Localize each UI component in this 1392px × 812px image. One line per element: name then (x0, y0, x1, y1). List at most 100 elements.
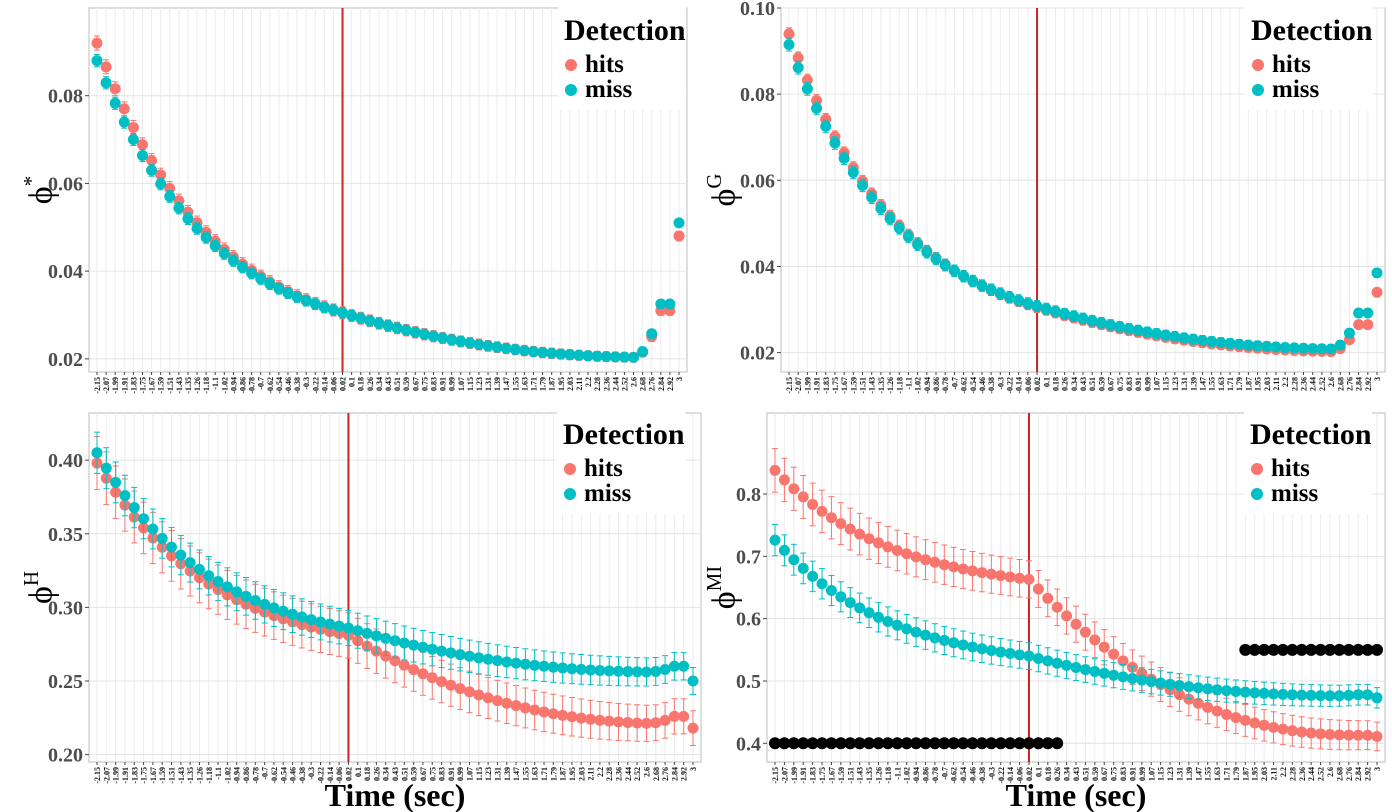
x-tick-label: -0.78 (251, 767, 260, 784)
data-point-miss (1108, 669, 1120, 681)
data-point-hits (1277, 723, 1289, 735)
data-point-miss (400, 324, 412, 336)
data-point-miss (769, 534, 781, 546)
x-tick-label: 0.26 (366, 377, 375, 391)
x-tick-label: 2.36 (1298, 767, 1307, 781)
significance-marker (1267, 643, 1280, 656)
x-tick-label: 2.52 (620, 377, 629, 391)
x-tick-label: 0.18 (1044, 767, 1053, 781)
data-point-hits (1296, 726, 1308, 738)
significance-marker (797, 737, 810, 750)
data-point-miss (373, 317, 385, 329)
x-tick-label: -0.7 (950, 377, 959, 390)
data-point-miss (1079, 664, 1091, 676)
significance-marker (975, 737, 988, 750)
data-point-hits (807, 498, 819, 510)
x-tick-label: -0.7 (261, 767, 270, 780)
data-point-hits (464, 686, 475, 698)
data-point-miss (797, 562, 809, 574)
legend-key-hits (564, 463, 576, 475)
significance-marker (1276, 643, 1289, 656)
x-tick-label: 2.44 (611, 377, 620, 391)
data-point-hits (408, 664, 420, 676)
data-point-hits (575, 712, 587, 724)
significance-marker (919, 737, 932, 750)
x-tick-label: -1.83 (130, 767, 139, 784)
x-tick-label: 2.84 (670, 767, 679, 781)
data-point-miss (985, 644, 997, 656)
data-point-miss (1305, 689, 1317, 701)
data-point-hits (1362, 319, 1374, 331)
legend-key-miss (565, 84, 577, 96)
data-point-miss (240, 590, 252, 602)
data-point-hits (585, 713, 597, 725)
data-point-hits (491, 695, 503, 707)
data-point-miss (1004, 291, 1015, 303)
x-tick-label: -1.67 (149, 767, 158, 784)
data-point-hits (967, 565, 979, 577)
data-point-miss (1296, 689, 1308, 701)
x-tick-label: 3 (1373, 767, 1382, 771)
legend-key-miss (1252, 84, 1264, 96)
y-tick-label: 0.7 (736, 546, 761, 568)
x-tick-label: -0.06 (329, 377, 338, 394)
data-point-miss (600, 351, 612, 363)
data-point-hits (957, 563, 969, 575)
x-tick-label: 2.92 (1364, 377, 1373, 391)
x-tick-label: -1.1 (211, 377, 220, 390)
data-point-miss (491, 341, 503, 353)
data-point-hits (825, 512, 837, 524)
x-tick-label: 2.11 (575, 377, 584, 391)
significance-marker (1258, 643, 1271, 656)
x-tick-label: 1.71 (1223, 767, 1232, 781)
data-point-miss (147, 523, 159, 535)
x-tick-label: -1.67 (840, 377, 849, 394)
data-point-miss (1086, 315, 1098, 327)
data-point-hits (118, 103, 130, 115)
data-point-hits (1315, 728, 1327, 740)
data-point-miss (191, 222, 203, 234)
data-point-miss (1242, 339, 1254, 351)
data-point-miss (426, 643, 438, 655)
data-point-hits (995, 570, 1007, 582)
data-point-miss (863, 607, 875, 619)
x-axis-title: Time (sec) (325, 777, 466, 812)
x-tick-label: -1.83 (809, 767, 818, 784)
x-tick-label: -0.94 (229, 377, 238, 394)
data-point-miss (938, 634, 950, 646)
data-point-miss (825, 585, 837, 597)
significance-marker (816, 737, 829, 750)
data-point-miss (1239, 686, 1251, 698)
data-point-miss (1211, 684, 1223, 696)
data-point-hits (938, 559, 950, 571)
x-tick-label: 2.03 (566, 377, 575, 391)
data-point-hits (863, 533, 875, 545)
legend-label-miss: miss (1271, 480, 1319, 507)
x-tick-label: 1.79 (1232, 767, 1241, 781)
x-tick-label: -0.06 (1024, 377, 1033, 394)
data-point-hits (1117, 655, 1129, 667)
x-tick-label: -0.62 (950, 767, 959, 784)
data-point-hits (482, 692, 494, 704)
x-tick-label: 2.52 (1318, 377, 1327, 391)
data-point-miss (273, 283, 285, 295)
x-tick-label: -1.51 (859, 377, 868, 394)
x-tick-label: 2.6 (630, 377, 639, 387)
data-point-miss (296, 611, 308, 623)
x-tick-label: -0.62 (266, 377, 275, 394)
data-point-miss (1324, 690, 1336, 702)
x-tick-label: -1.51 (166, 377, 175, 394)
y-tick-label: 0.06 (740, 170, 775, 192)
data-point-miss (277, 605, 289, 617)
x-tick-label: -1.1 (214, 767, 223, 780)
data-point-hits (1032, 583, 1044, 595)
x-tick-label: 1.07 (1153, 377, 1162, 391)
data-point-miss (816, 578, 828, 590)
x-tick-label: -1.59 (837, 767, 846, 784)
data-point-miss (352, 625, 364, 637)
data-point-miss (921, 246, 933, 258)
x-tick-label: 0.75 (1110, 767, 1119, 781)
data-point-miss (1151, 328, 1162, 340)
data-point-miss (519, 658, 531, 670)
significance-marker (825, 737, 838, 750)
